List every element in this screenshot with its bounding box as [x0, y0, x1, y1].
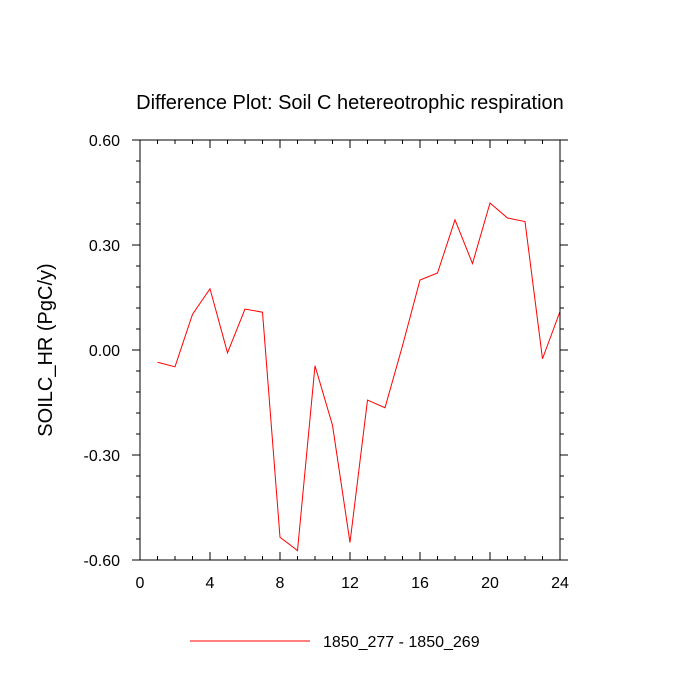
x-tick-label: 4	[206, 575, 215, 592]
x-tick-label: 8	[276, 575, 285, 592]
x-tick-label: 12	[341, 575, 359, 592]
y-axis-label: SOILC_HR (PgC/y)	[35, 263, 57, 436]
x-tick-label: 20	[481, 575, 499, 592]
y-tick-label: 0.30	[89, 238, 120, 255]
axis-tick-labels: 0 4 8 12 16 20 24 -0.60 -0.30 0.00 0.30 0.60	[84, 133, 569, 592]
plot-area	[157, 202, 561, 552]
legend: 1850_277 - 1850_269	[190, 634, 480, 651]
plot-frame	[139, 139, 561, 561]
y-tick-label: 0.60	[89, 133, 120, 150]
legend-label: 1850_277 - 1850_269	[323, 634, 480, 651]
x-tick-label: 24	[551, 575, 569, 592]
series-line	[157, 202, 561, 552]
chart-title: Difference Plot: Soil C hetereotrophic r…	[136, 92, 564, 114]
y-tick-label: -0.30	[84, 448, 121, 465]
axis-ticks	[132, 139, 568, 561]
x-tick-label: 16	[411, 575, 429, 592]
y-tick-label: 0.00	[89, 343, 120, 360]
x-tick-label: 0	[136, 575, 145, 592]
y-tick-label: -0.60	[84, 553, 121, 570]
